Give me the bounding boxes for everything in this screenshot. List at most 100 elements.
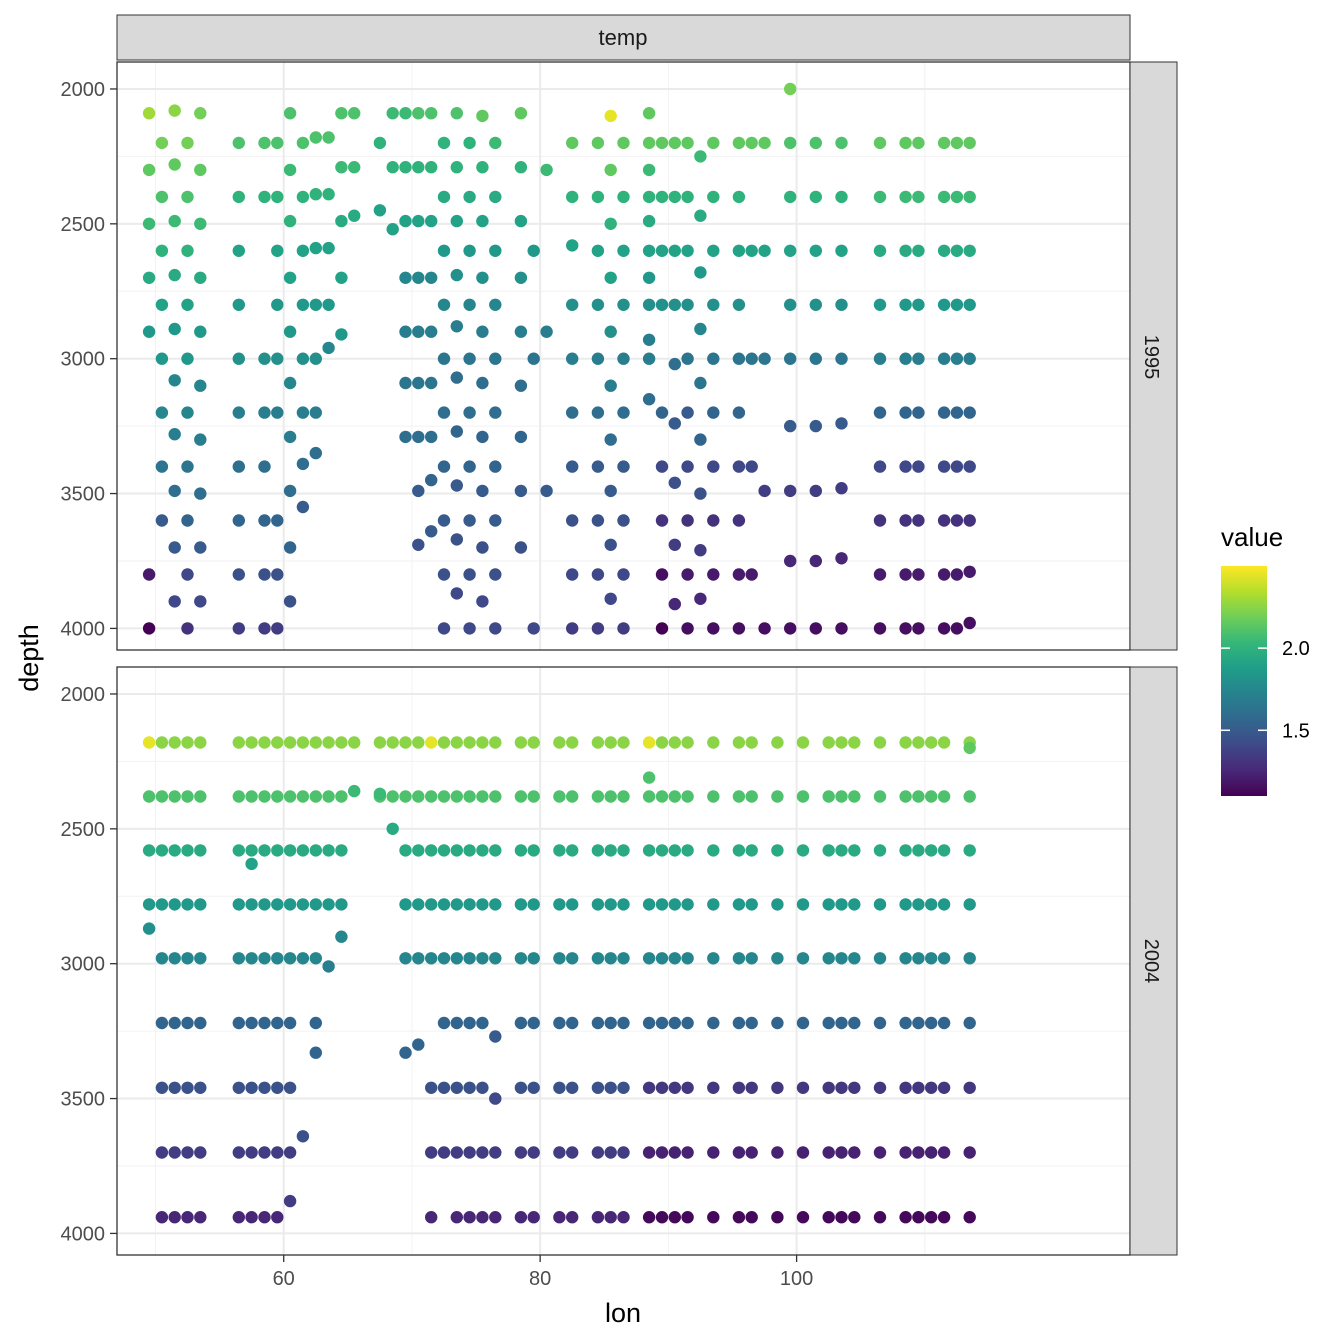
data-point: [835, 136, 848, 150]
data-point: [425, 325, 438, 338]
data-point: [168, 1081, 181, 1095]
data-point: [937, 460, 951, 473]
data-point: [476, 161, 489, 174]
data-point: [937, 844, 951, 857]
data-point: [642, 1016, 656, 1030]
data-point: [912, 298, 925, 311]
data-point: [309, 298, 322, 311]
data-point: [617, 568, 630, 581]
data-point: [963, 1016, 976, 1030]
facet-row-label-2004: 2004: [1140, 939, 1162, 984]
data-point: [463, 514, 476, 527]
data-point: [335, 214, 348, 228]
data-point: [925, 898, 938, 911]
data-point: [168, 484, 181, 498]
data-point: [450, 1211, 463, 1224]
data-point: [642, 298, 656, 311]
data-point: [476, 595, 489, 608]
data-point: [707, 1016, 720, 1030]
data-point: [732, 190, 746, 204]
data-point: [232, 352, 245, 365]
data-point: [296, 298, 310, 311]
data-point: [937, 1016, 951, 1030]
data-point: [168, 1211, 181, 1224]
data-point: [809, 352, 822, 365]
data-point: [271, 298, 284, 311]
facet-strip-right-2004: [1129, 666, 1178, 1256]
data-point: [835, 298, 848, 311]
data-point: [450, 952, 463, 965]
legend-tick-label: 1.5: [1282, 720, 1310, 742]
data-point: [617, 514, 630, 527]
data-point: [873, 460, 887, 473]
data-point: [566, 568, 579, 581]
data-point: [617, 298, 630, 311]
data-point: [283, 595, 297, 608]
data-point: [642, 352, 656, 365]
data-point: [655, 460, 669, 473]
data-point: [707, 568, 720, 581]
data-point: [142, 898, 156, 911]
data-point: [732, 460, 746, 473]
data-point: [309, 131, 322, 144]
data-point: [194, 1081, 207, 1095]
data-point: [437, 298, 451, 311]
data-point: [655, 136, 669, 150]
x-axis: 60 80 100: [273, 1255, 813, 1290]
data-point: [437, 136, 451, 150]
data-point: [617, 190, 630, 204]
data-point: [283, 430, 297, 444]
data-point: [181, 514, 194, 527]
data-point: [604, 433, 617, 446]
data-point: [181, 568, 194, 581]
data-point: [168, 790, 181, 803]
data-point: [950, 298, 964, 311]
data-point: [283, 898, 297, 911]
data-point: [348, 107, 361, 120]
data-point: [540, 163, 553, 177]
data-point: [181, 1016, 194, 1030]
x-tick-label: 80: [529, 1268, 551, 1290]
data-point: [848, 1016, 861, 1030]
data-point: [604, 217, 617, 230]
data-point: [963, 898, 976, 911]
data-point: [707, 352, 720, 365]
data-point: [425, 430, 438, 444]
data-point: [604, 484, 617, 498]
data-point: [937, 1211, 951, 1224]
data-point: [873, 622, 887, 635]
data-point: [655, 190, 669, 204]
data-point: [796, 1081, 810, 1095]
data-point: [937, 568, 951, 581]
data-point: [771, 898, 784, 911]
data-point: [335, 930, 348, 943]
data-point: [437, 844, 451, 857]
data-point: [181, 298, 194, 311]
data-point: [873, 844, 887, 857]
data-point: [566, 352, 579, 365]
data-point: [232, 844, 245, 857]
data-point: [514, 484, 528, 498]
data-point: [873, 244, 887, 257]
data-point: [771, 1016, 784, 1030]
data-point: [604, 790, 617, 803]
data-point: [668, 1211, 681, 1224]
data-point: [283, 163, 297, 177]
data-point: [617, 244, 630, 257]
data-point: [822, 952, 835, 965]
data-point: [437, 1081, 451, 1095]
data-point: [963, 298, 976, 311]
data-point: [963, 952, 976, 965]
data-point: [835, 352, 848, 365]
data-point: [335, 736, 348, 749]
x-tick-label: 60: [273, 1268, 295, 1290]
data-point: [232, 568, 245, 581]
data-point: [194, 595, 207, 608]
data-point: [655, 298, 669, 311]
data-point: [540, 325, 553, 338]
y-tick-label: 3000: [61, 954, 106, 976]
data-point: [476, 325, 489, 338]
data-point: [963, 244, 976, 257]
data-point: [168, 595, 181, 608]
data-point: [784, 352, 797, 365]
